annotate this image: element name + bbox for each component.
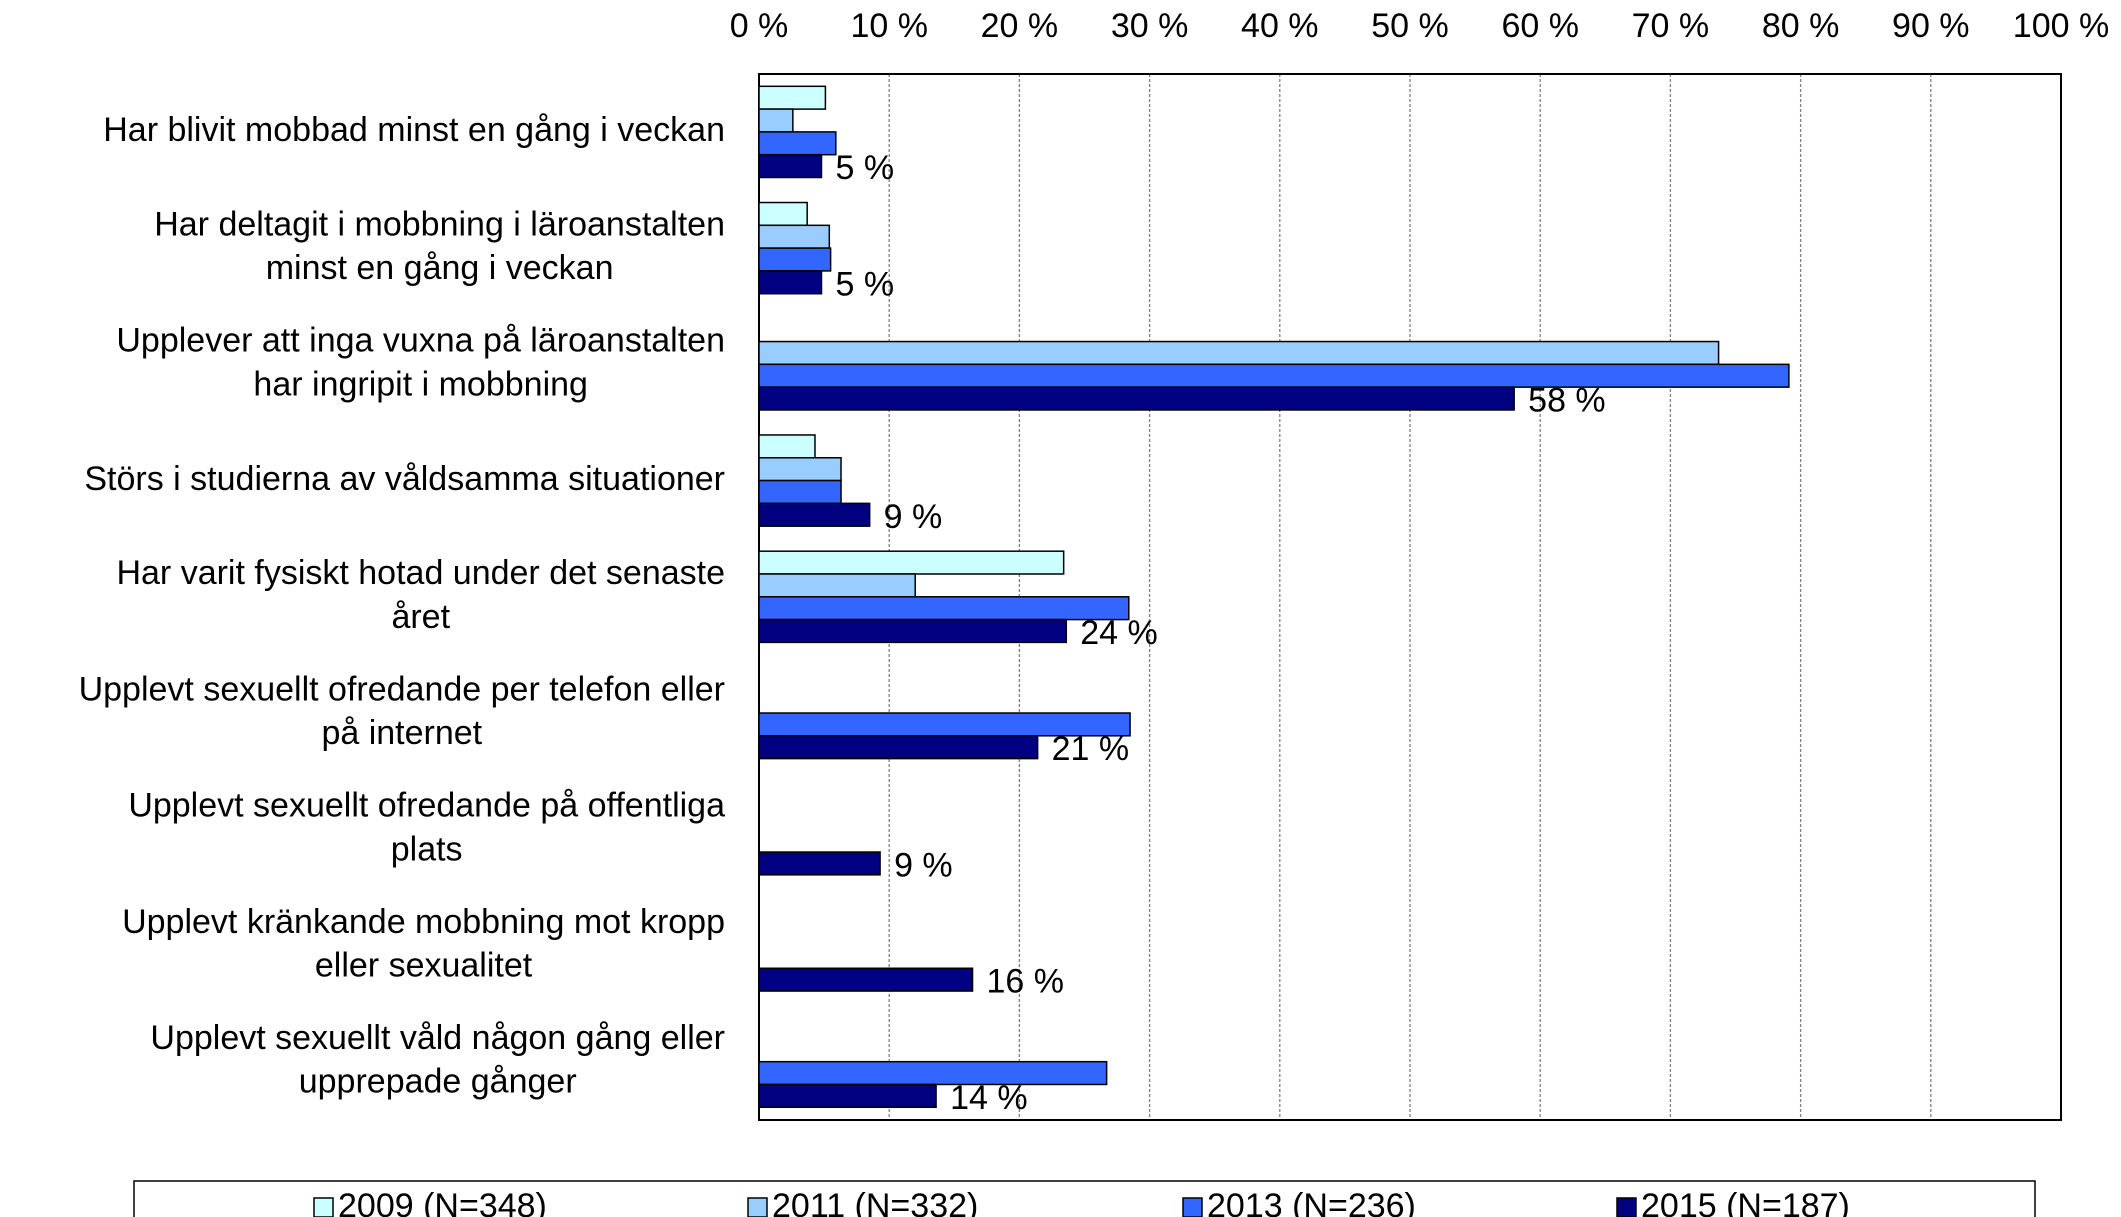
category-label-line: Upplevt kränkande mobbning mot kropp (122, 903, 725, 941)
bar (758, 108, 794, 133)
bar (758, 85, 827, 110)
data-label: 24 % (1080, 614, 1158, 652)
bar (758, 502, 871, 527)
category-label-line: Har deltagit i mobbning i läroanstalten (154, 205, 725, 243)
category-label-line: Upplevt sexuellt ofredande på offentliga (128, 787, 725, 825)
category-label: Upplevt sexuellt våld någon gång eller up… (150, 1019, 725, 1101)
data-label: 16 % (987, 963, 1065, 1001)
bar (758, 201, 808, 227)
x-tick-label: 70 % (1632, 7, 1710, 45)
category-label-line: eller sexualitet (315, 947, 533, 985)
legend-label: 2013 (N=236) (1207, 1187, 1416, 1217)
category-label-line: minst en gång i veckan (266, 249, 614, 287)
category-label: Upplever att inga vuxna på läroanstalten… (116, 322, 725, 404)
category-label: Upplevt sexuellt ofredande per telefon e… (79, 670, 725, 752)
bar (758, 363, 1790, 388)
category-label: Störs i studierna av våldsamma situation… (84, 460, 725, 498)
bar (758, 270, 823, 295)
x-tick-label: 90 % (1892, 7, 1970, 45)
x-tick-label: 100 % (2013, 7, 2109, 45)
data-label: 5 % (835, 265, 894, 303)
bar (758, 340, 1720, 366)
category-label-line: upprepade gånger (299, 1063, 577, 1101)
category-label-line: har ingripit i mobbning (253, 365, 588, 403)
x-tick-label: 0 % (730, 7, 789, 45)
bar (758, 596, 1130, 621)
bar (758, 457, 842, 482)
legend-swatch (313, 1197, 334, 1217)
category-label-line: Har blivit mobbad minst en gång i veckan (103, 111, 725, 149)
legend-swatch (1182, 1197, 1203, 1217)
category-label: Upplevt kränkande mobbning mot kropp elle… (122, 903, 725, 985)
bar (758, 247, 832, 272)
bar (758, 153, 823, 179)
bar (758, 618, 1068, 644)
legend-label: 2015 (N=187) (1641, 1187, 1850, 1217)
category-label-line: Störs i studierna av våldsamma situation… (84, 460, 725, 498)
x-tick-label: 50 % (1371, 7, 1449, 45)
bar (758, 573, 916, 598)
data-label: 5 % (835, 149, 894, 187)
data-label: 14 % (950, 1079, 1028, 1117)
x-tick-label: 60 % (1501, 7, 1579, 45)
category-label-line: Upplevt sexuellt ofredande per telefon e… (79, 670, 725, 708)
legend-label: 2011 (N=332) (772, 1187, 978, 1217)
bar (758, 131, 837, 156)
bar (758, 550, 1065, 575)
bar (758, 967, 974, 992)
data-label: 9 % (894, 846, 953, 884)
category-label-line: året (391, 598, 450, 636)
legend-box (133, 1180, 2036, 1217)
legend-swatch (747, 1197, 768, 1217)
bar (758, 479, 842, 505)
category-label-line: plats (391, 830, 463, 868)
x-tick-label: 10 % (850, 7, 928, 45)
bar (758, 735, 1039, 760)
bar (758, 1083, 937, 1109)
bar (758, 434, 816, 459)
bar (758, 1060, 1108, 1086)
legend-swatch (1616, 1197, 1637, 1217)
category-label-line: Upplevt sexuellt våld någon gång eller (150, 1019, 725, 1057)
category-label: Har deltagit i mobbning i läroanstalten m… (154, 205, 725, 287)
bar (758, 851, 881, 876)
x-tick-label: 40 % (1241, 7, 1319, 45)
category-label: Upplevt sexuellt ofredande på offentliga… (128, 787, 725, 869)
data-label: 9 % (884, 498, 943, 536)
bar (758, 386, 1515, 411)
x-tick-label: 30 % (1111, 7, 1189, 45)
data-label: 21 % (1052, 730, 1130, 768)
category-label-line: på internet (321, 714, 482, 752)
data-label: 58 % (1528, 382, 1606, 420)
category-label: Har blivit mobbad minst en gång i veckan (103, 111, 725, 149)
x-tick-label: 20 % (981, 7, 1059, 45)
category-label-line: Har varit fysiskt hotad under det senast… (116, 554, 725, 592)
category-label: Har varit fysiskt hotad under det senast… (116, 554, 725, 636)
legend-label: 2009 (N=348) (338, 1187, 547, 1217)
bar (758, 224, 831, 249)
category-label-line: Upplever att inga vuxna på läroanstalten (116, 322, 725, 360)
x-tick-label: 80 % (1762, 7, 1840, 45)
